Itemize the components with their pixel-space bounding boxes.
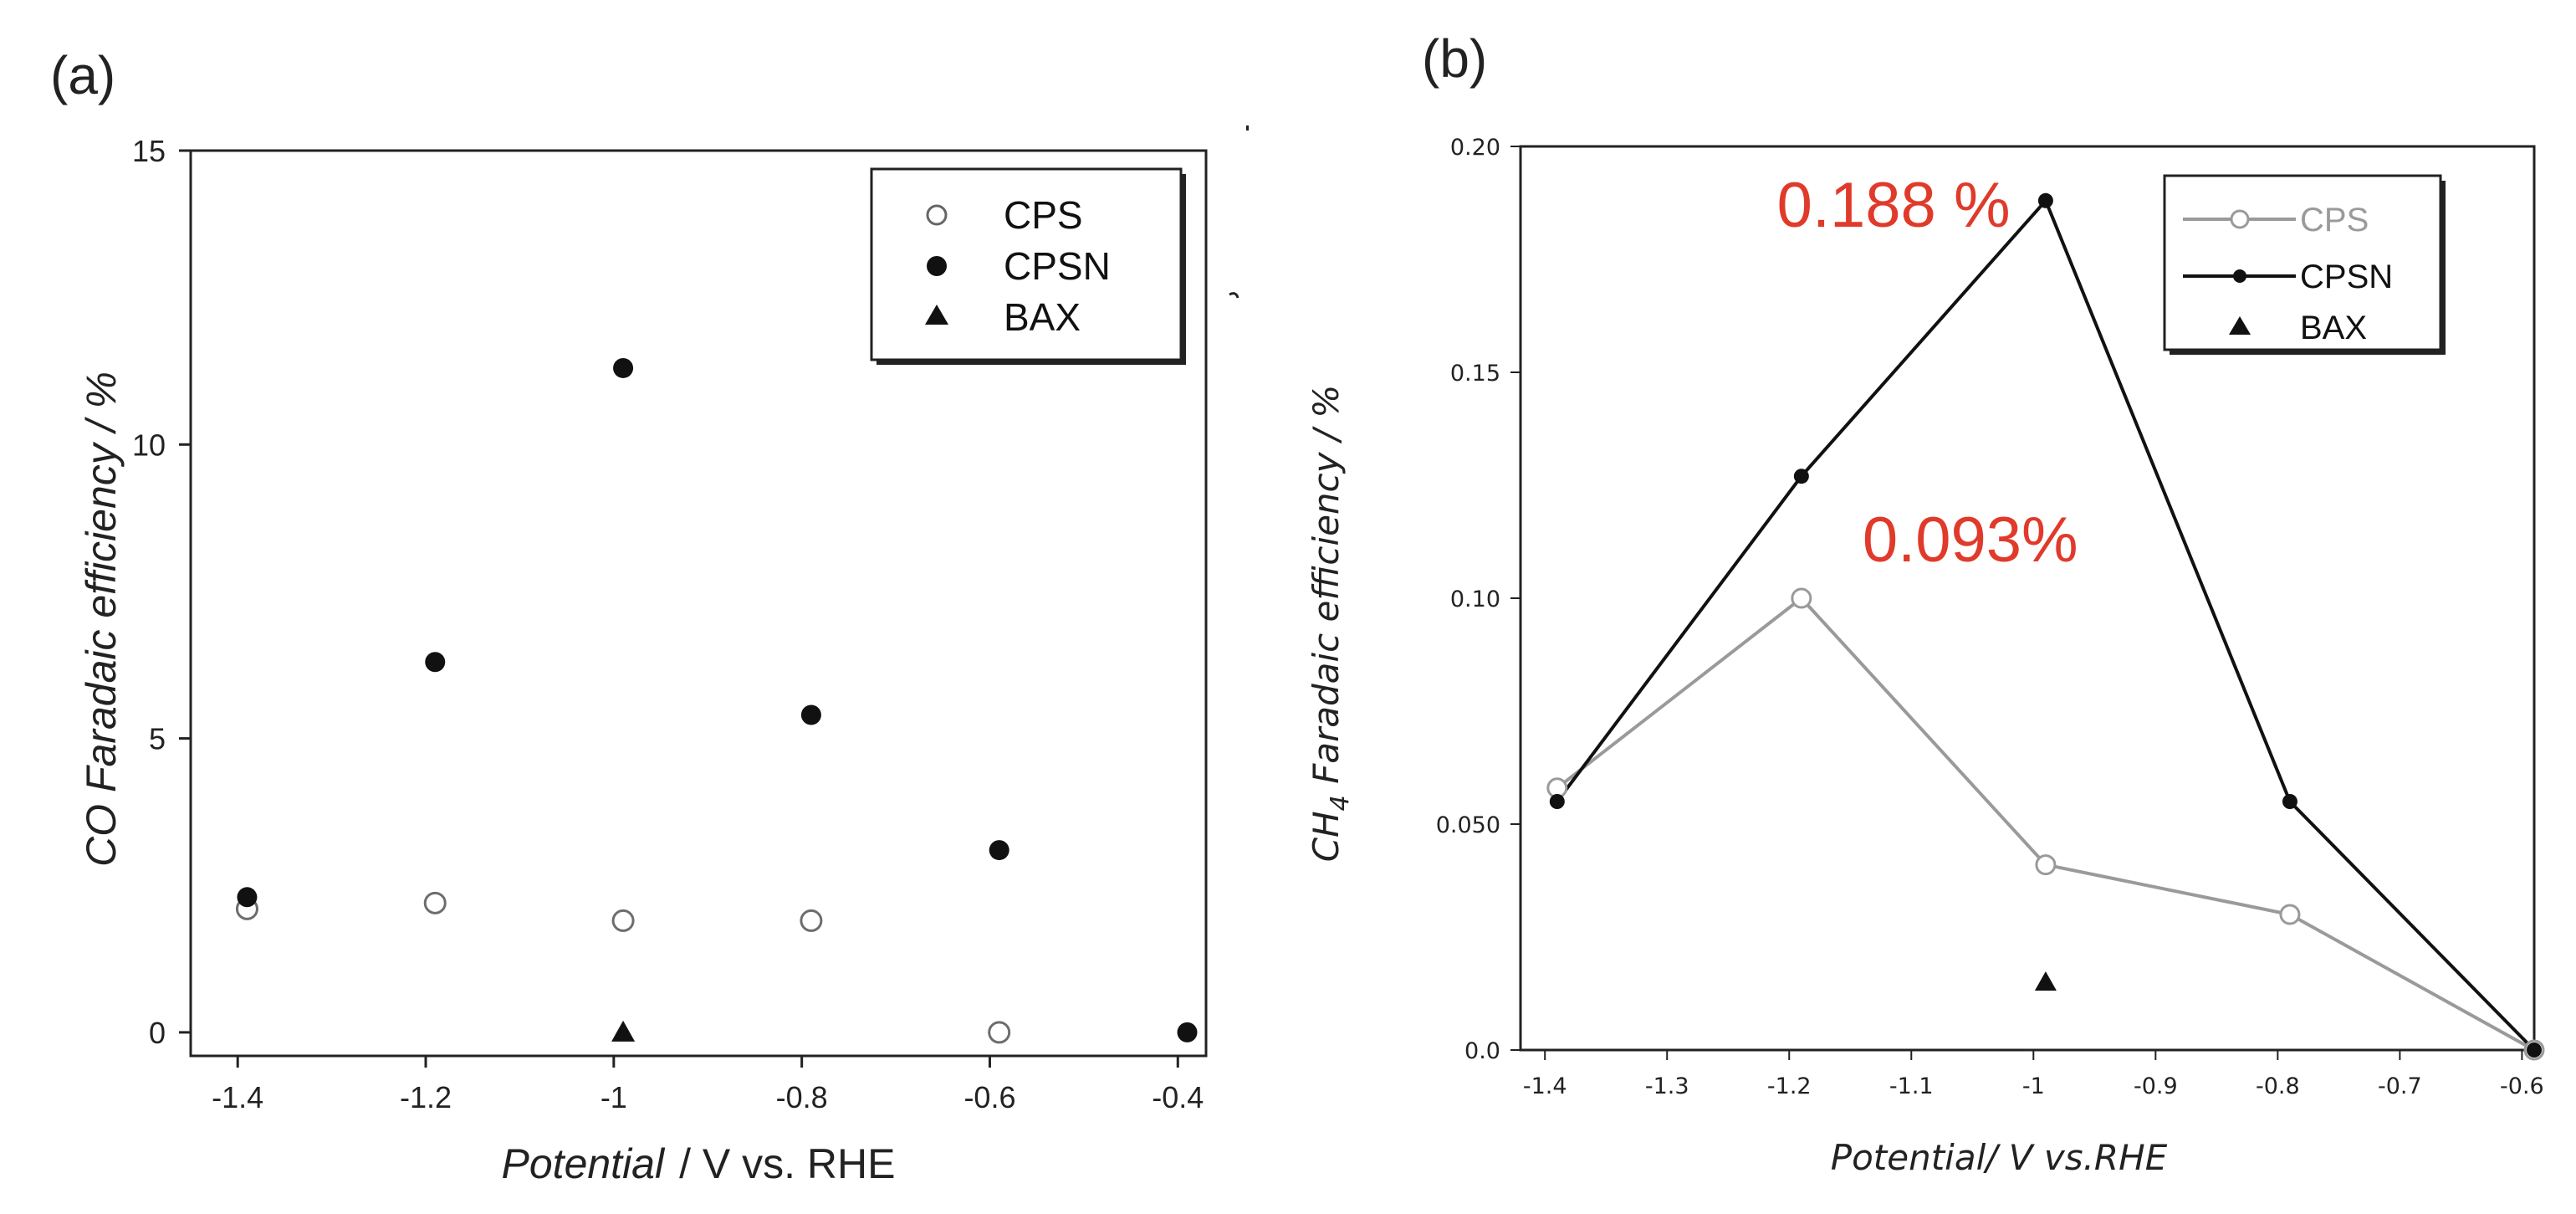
- panel-b: (b) -1.4 -1.3 -1.2 -1.1 -1 -0.9 -0.8 -0.7 -0.6 0…: [1306, 28, 2545, 1178]
- panel-a-legend-bax-marker: [925, 305, 948, 325]
- panel-b-x-tick-label: -1.3: [1645, 1073, 1689, 1099]
- panel-b-y-tick-label: 0.0: [1464, 1038, 1500, 1064]
- panel-a-x-tick-label: -0.8: [776, 1080, 828, 1114]
- panel-b-y-ticks: 0.0 0.050 0.10 0.15 0.20: [1436, 135, 1521, 1064]
- panel-b-y-axis-title-prefix: CH: [1306, 811, 1347, 862]
- panel-a-legend-cps-marker: [926, 204, 948, 226]
- panel-a-x-axis-title-units: / V vs. RHE: [679, 1140, 895, 1187]
- panel-a-label: (a): [50, 45, 115, 105]
- panel-a-legend-cps-label: CPS: [1004, 193, 1083, 237]
- panel-a-point-cpsn: [237, 887, 258, 908]
- panel-a-legend-shadow-bottom: [877, 360, 1186, 365]
- panel-b-x-tick-label: -1: [2022, 1073, 2045, 1099]
- panel-b-legend-shadow-bottom: [2170, 350, 2446, 355]
- panel-a-x-tick-label: -1.2: [400, 1080, 452, 1114]
- panel-b-annotation: 0.188 %: [1777, 170, 2011, 241]
- panel-b-y-tick-label: 0.050: [1436, 812, 1500, 838]
- panel-b-x-tick-label: -1.2: [1767, 1073, 1812, 1099]
- panel-b-point-bax: [2034, 971, 2057, 991]
- panel-b-annotations: 0.188 % 0.093%: [1777, 170, 2078, 576]
- panel-a-x-tick-label: -1.4: [212, 1080, 263, 1114]
- panel-a-legend-cpsn-label: CPSN: [1004, 244, 1111, 288]
- panel-b-y-tick-label: 0.10: [1450, 587, 1500, 612]
- panel-b-y-axis-title: CH4 Faradaic efficiency / %: [1306, 385, 1355, 863]
- panel-b-legend-bax-marker: [2229, 316, 2251, 335]
- panel-b-y-axis-title-suffix: Faradaic efficiency / %: [1306, 385, 1347, 796]
- panel-b-y-tick-label: 0.20: [1450, 135, 1500, 161]
- panel-a-legend-bax-label: BAX: [1004, 295, 1081, 339]
- panel-b-point-cps: [2279, 904, 2301, 925]
- panel-b-annotation: 0.093%: [1863, 505, 2078, 576]
- panel-b-legend-shadow-right: [2441, 181, 2446, 355]
- panel-b-marks: [1546, 192, 2545, 1061]
- panel-a-point-cps: [423, 891, 447, 914]
- panel-a-point-cps: [800, 909, 823, 932]
- panel-b-point-cpsn: [2282, 794, 2297, 809]
- panel-b-x-axis-title: Potential/ V vs.RHE: [1831, 1137, 2168, 1178]
- panel-a-point-cpsn: [425, 652, 446, 673]
- panel-b-legend-cps-label: CPS: [2300, 202, 2369, 238]
- panel-a-y-tick-label: 10: [132, 428, 166, 462]
- panel-a-x-tick-label: -0.6: [963, 1080, 1015, 1114]
- panel-a-legend: CPS CPSN BAX: [870, 167, 1186, 365]
- panel-b-x-tick-label: -0.7: [2378, 1073, 2422, 1099]
- panel-b-point-cpsn: [1793, 469, 1809, 484]
- panel-a-x-ticks: -1.4 -1.2 -1 -0.8 -0.6 -0.4: [212, 1056, 1204, 1114]
- panel-b-x-ticks: -1.4 -1.3 -1.2 -1.1 -1 -0.9 -0.8 -0.7 -0.6: [1523, 1050, 2544, 1099]
- panel-a-point-cpsn: [800, 704, 821, 725]
- stray-mark-side: [1229, 292, 1239, 299]
- stray-mark-top: [1246, 125, 1249, 131]
- panel-a-marks: [235, 357, 1198, 1044]
- panel-a-y-tick-label: 15: [132, 134, 166, 168]
- panel-a-point-cpsn: [989, 840, 1009, 861]
- panel-a-legend-cpsn-marker: [927, 256, 947, 276]
- panel-a-point-cps: [611, 909, 635, 932]
- panel-a-point-cpsn: [1177, 1022, 1198, 1042]
- panel-b-legend-box: [2163, 174, 2442, 351]
- panel-a-y-ticks: 0 5 10 15: [132, 134, 191, 1050]
- panel-b-point-cps: [2035, 854, 2057, 876]
- panel-b-point-cpsn: [2527, 1042, 2542, 1058]
- panel-a-x-axis-title-main: Potential: [502, 1140, 666, 1187]
- panel-b-x-tick-label: -0.8: [2256, 1073, 2300, 1099]
- panel-b-y-tick-label: 0.15: [1450, 361, 1500, 387]
- panel-a-point-bax: [611, 1020, 636, 1042]
- panel-b-point-cps: [1791, 587, 1812, 609]
- panel-a-plot-frame: [189, 149, 1208, 1058]
- panel-b-x-tick-label: -0.6: [2500, 1073, 2544, 1099]
- panel-a-y-tick-label: 0: [149, 1016, 166, 1050]
- panel-b-x-tick-label: -1.4: [1523, 1073, 1567, 1099]
- panel-a-legend-shadow-right: [1181, 174, 1186, 365]
- panel-b-point-cpsn: [1549, 794, 1565, 809]
- panel-b-x-tick-label: -0.9: [2134, 1073, 2178, 1099]
- panel-a-legend-box: [870, 167, 1183, 361]
- panel-a-x-tick-label: -0.4: [1152, 1080, 1204, 1114]
- panel-a-y-axis-title: CO Faradaic efficiency / %: [78, 371, 125, 867]
- panel-b-y-axis-title-subscript: 4: [1326, 795, 1355, 811]
- panel-b-legend-bax-label: BAX: [2300, 310, 2367, 346]
- panel-a-x-tick-label: -1: [601, 1080, 627, 1114]
- panel-a-point-cps: [988, 1021, 1011, 1044]
- panel-a-point-cpsn: [613, 357, 634, 378]
- panel-b-legend: CPS CPSN BAX: [2163, 174, 2446, 355]
- panel-b-x-tick-label: -1.1: [1889, 1073, 1934, 1099]
- panel-b-legend-cpsn-marker: [2233, 269, 2246, 283]
- panel-a-x-axis-title: Potential / V vs. RHE: [502, 1140, 896, 1187]
- panel-b-point-cpsn: [2037, 192, 2053, 208]
- panel-b-legend-cps-marker: [2230, 209, 2250, 229]
- panel-b-legend-cpsn-label: CPSN: [2300, 259, 2393, 295]
- panel-a: (a) -1.4 -1.2 -1 -0.8 -0.6 -0.4 0 5 10 15 Potent…: [50, 45, 1208, 1187]
- panel-b-label: (b): [1422, 28, 1487, 89]
- panel-a-y-tick-label: 5: [149, 722, 166, 756]
